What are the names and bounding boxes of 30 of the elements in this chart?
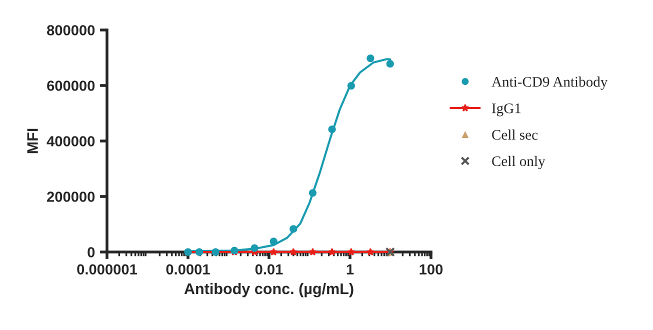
point (386, 60, 394, 68)
legend-label: Cell only (492, 156, 546, 170)
y-tick-label: 0 (88, 247, 95, 258)
y-tick-label: 800000 (47, 25, 95, 36)
x-tick-label: 0.000001 (77, 264, 138, 275)
point (328, 126, 336, 134)
point (250, 244, 258, 252)
legend-label: Cell sec (492, 129, 538, 140)
point (270, 248, 278, 256)
y-axis-title: MFI (27, 128, 38, 154)
point (366, 54, 374, 62)
legend-label: Anti-CD9 Antibody (492, 76, 608, 90)
point (289, 248, 298, 256)
legend-label: IgG1 (492, 103, 521, 116)
point (328, 248, 336, 256)
y-tick-label: 200000 (47, 192, 95, 202)
y-tick-label: 600000 (47, 80, 95, 91)
point (308, 248, 317, 256)
point (347, 82, 355, 90)
point (270, 238, 278, 246)
point (290, 225, 298, 233)
x-tick-label: 1 (346, 264, 354, 274)
point (308, 189, 317, 197)
point (366, 248, 374, 256)
y-tick-label: 400000 (46, 136, 95, 146)
x-tick-label: 0.0001 (166, 264, 210, 275)
x-axis-title: Antibody conc. (µg/mL) (184, 282, 354, 298)
x-tick-label: 100 (420, 264, 443, 275)
point (347, 248, 356, 256)
x-tick-label: 0.01 (255, 264, 283, 275)
